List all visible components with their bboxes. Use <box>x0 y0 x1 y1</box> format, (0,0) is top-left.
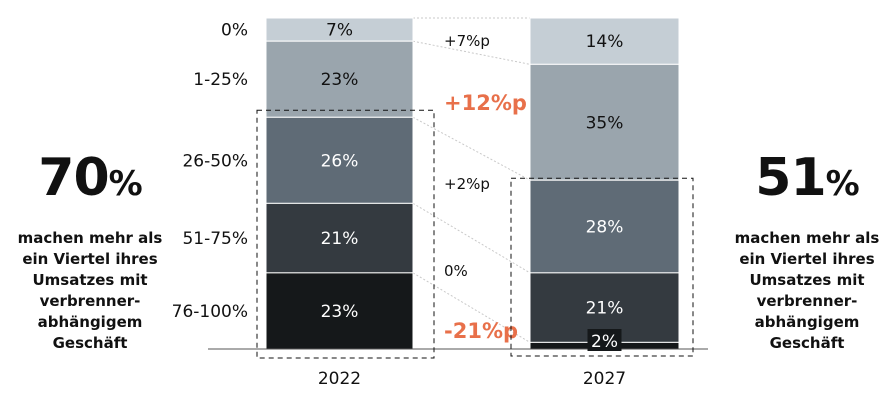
segment-category-label: 0% <box>221 21 248 41</box>
left-stat-number: 70 <box>38 148 109 208</box>
segment-value-label: 14% <box>586 32 624 52</box>
highlight-box-2027 <box>510 177 694 357</box>
x-tick-label: 2022 <box>318 369 361 389</box>
left-stat-value: 70% <box>10 148 170 214</box>
change-label: +7%p <box>444 32 490 50</box>
change-label: +2%p <box>444 175 490 193</box>
bar-segment <box>265 40 414 118</box>
segment-value-label: 23% <box>321 70 359 90</box>
left-stat-unit: % <box>108 164 143 204</box>
segment-value-label: 26% <box>321 151 359 171</box>
right-stat-number: 51 <box>755 148 826 208</box>
bar-segment <box>265 116 414 204</box>
segment-value-label: 21% <box>321 229 359 249</box>
connector-line <box>412 116 531 181</box>
left-stat-callout: 70% machen mehr als ein Viertel ihres Um… <box>10 148 170 354</box>
connector-line <box>412 202 531 274</box>
right-stat-description: machen mehr als ein Viertel ihres Umsatz… <box>734 229 880 352</box>
segment-category-label: 26-50% <box>182 151 248 171</box>
change-label: -21%p <box>444 319 518 343</box>
segment-value-label: 35% <box>586 113 624 133</box>
x-tick-label: 2027 <box>583 369 626 389</box>
right-stat-unit: % <box>825 164 860 204</box>
left-stat-description: machen mehr als ein Viertel ihres Umsatz… <box>17 229 163 352</box>
segment-value-label: 2% <box>591 332 618 352</box>
bar-segment <box>529 179 680 274</box>
segment-value-label: 7% <box>326 21 353 41</box>
change-label: 0% <box>444 262 468 280</box>
segment-value-label: 21% <box>586 299 624 319</box>
segment-value-label: 28% <box>586 218 624 238</box>
change-label: +12%p <box>444 91 527 115</box>
right-stat-callout: 51% machen mehr als ein Viertel ihres Um… <box>727 148 887 354</box>
highlight-box-2022 <box>256 109 435 359</box>
segment-category-label: 51-75% <box>182 229 248 249</box>
segment-category-label: 1-25% <box>193 70 248 90</box>
small-value-badge <box>587 329 622 351</box>
right-stat-value: 51% <box>727 148 887 214</box>
segment-value-label: 23% <box>321 302 359 322</box>
segment-category-label: 76-100% <box>172 302 248 322</box>
